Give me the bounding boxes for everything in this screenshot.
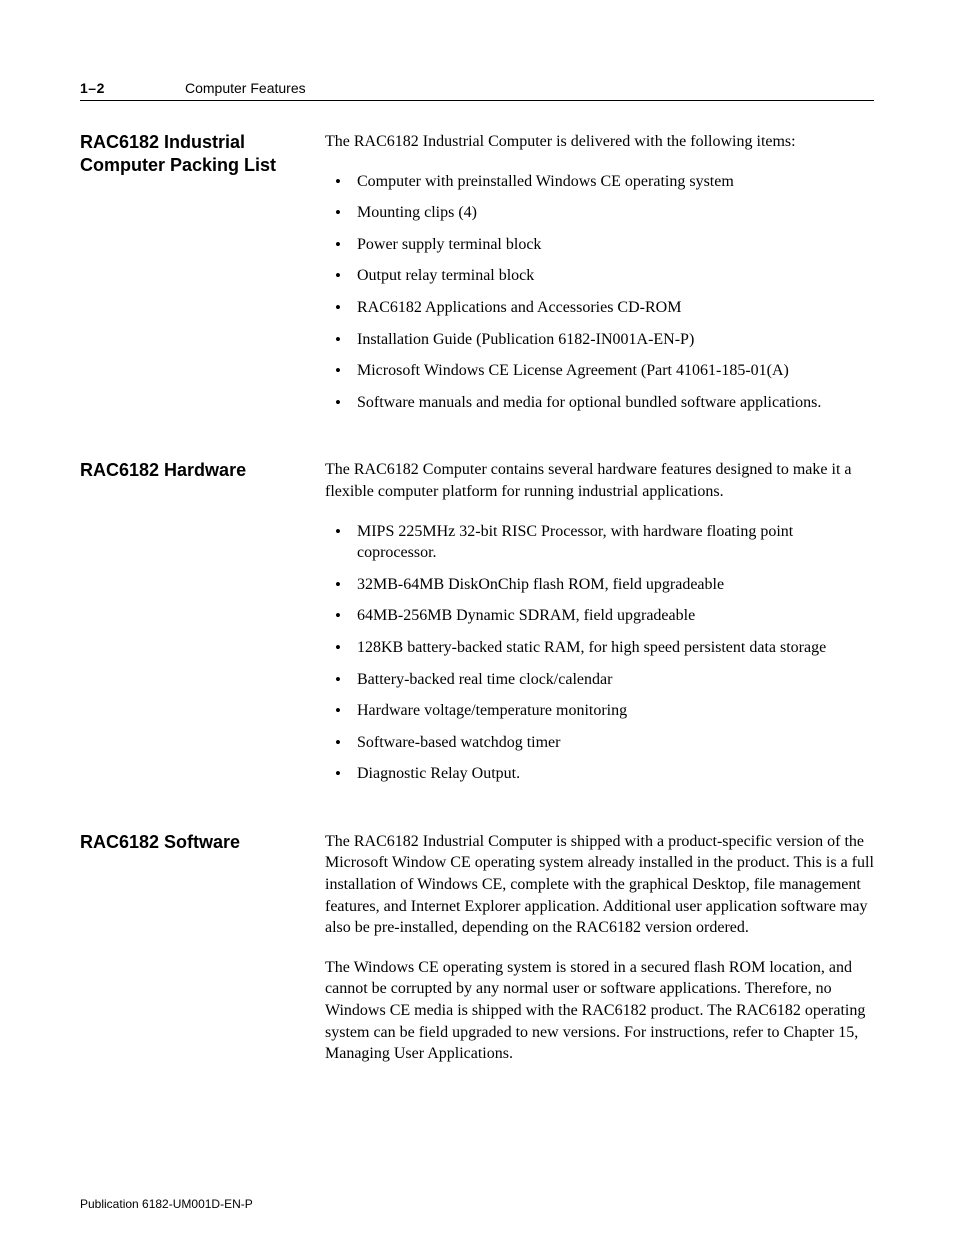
list-item: Software-based watchdog timer bbox=[335, 732, 874, 754]
section-heading: RAC6182 Software bbox=[80, 831, 325, 1083]
section-heading: RAC6182 Industrial Computer Packing List bbox=[80, 131, 325, 423]
document-page: 1–2 Computer Features RAC6182 Industrial… bbox=[0, 0, 954, 1159]
list-item: 64MB-256MB Dynamic SDRAM, field upgradea… bbox=[335, 605, 874, 627]
page-number: 1–2 bbox=[80, 80, 185, 96]
section-body: The RAC6182 Computer contains several ha… bbox=[325, 459, 874, 795]
list-item: Mounting clips (4) bbox=[335, 202, 874, 224]
list-item: Power supply terminal block bbox=[335, 234, 874, 256]
list-item: Output relay terminal block bbox=[335, 265, 874, 287]
page-footer: Publication 6182-UM001D-EN-P bbox=[80, 1197, 253, 1211]
list-item: MIPS 225MHz 32-bit RISC Processor, with … bbox=[335, 521, 874, 564]
list-item: 128KB battery-backed static RAM, for hig… bbox=[335, 637, 874, 659]
chapter-title: Computer Features bbox=[185, 80, 306, 96]
section-software: RAC6182 Software The RAC6182 Industrial … bbox=[80, 831, 874, 1083]
list-item: 32MB-64MB DiskOnChip flash ROM, field up… bbox=[335, 574, 874, 596]
list-item: RAC6182 Applications and Accessories CD-… bbox=[335, 297, 874, 319]
list-item: Diagnostic Relay Output. bbox=[335, 763, 874, 785]
body-paragraph: The Windows CE operating system is store… bbox=[325, 957, 874, 1065]
section-packing-list: RAC6182 Industrial Computer Packing List… bbox=[80, 131, 874, 423]
body-paragraph: The RAC6182 Industrial Computer is shipp… bbox=[325, 831, 874, 939]
bullet-list: MIPS 225MHz 32-bit RISC Processor, with … bbox=[335, 521, 874, 785]
list-item: Software manuals and media for optional … bbox=[335, 392, 874, 414]
intro-paragraph: The RAC6182 Computer contains several ha… bbox=[325, 459, 874, 502]
section-heading: RAC6182 Hardware bbox=[80, 459, 325, 795]
intro-paragraph: The RAC6182 Industrial Computer is deliv… bbox=[325, 131, 874, 153]
section-body: The RAC6182 Industrial Computer is shipp… bbox=[325, 831, 874, 1083]
bullet-list: Computer with preinstalled Windows CE op… bbox=[335, 171, 874, 414]
list-item: Microsoft Windows CE License Agreement (… bbox=[335, 360, 874, 382]
page-header: 1–2 Computer Features bbox=[80, 80, 874, 101]
list-item: Battery-backed real time clock/calendar bbox=[335, 669, 874, 691]
list-item: Hardware voltage/temperature monitoring bbox=[335, 700, 874, 722]
list-item: Computer with preinstalled Windows CE op… bbox=[335, 171, 874, 193]
list-item: Installation Guide (Publication 6182-IN0… bbox=[335, 329, 874, 351]
section-hardware: RAC6182 Hardware The RAC6182 Computer co… bbox=[80, 459, 874, 795]
section-body: The RAC6182 Industrial Computer is deliv… bbox=[325, 131, 874, 423]
